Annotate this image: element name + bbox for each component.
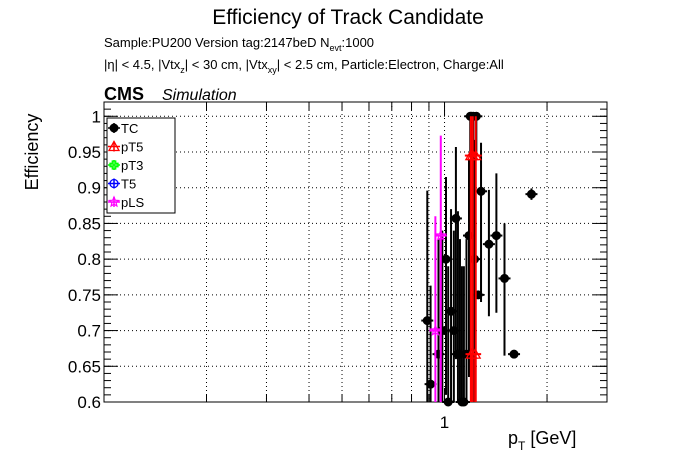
data-point-tc <box>457 266 470 407</box>
legend: TC pT5 pT3 T5 pLS <box>106 117 176 214</box>
y-tick-label: 0.8 <box>77 250 101 269</box>
legend-label: pT3 <box>121 158 143 173</box>
data-point-tc <box>508 349 521 359</box>
legend-marker-tc <box>109 123 119 133</box>
data-point-pls <box>429 216 442 402</box>
marker-tc <box>441 254 451 264</box>
data-point-tc <box>482 189 495 317</box>
legend-marker-pt3 <box>109 160 119 170</box>
x-axis-label: pT [GeV] <box>508 428 576 453</box>
marker-pls <box>434 229 447 241</box>
sample-info-count: :1000 <box>342 35 375 50</box>
data-point-pls <box>434 135 447 402</box>
legend-label: pT5 <box>121 140 143 155</box>
marker-tc <box>476 186 486 196</box>
y-tick-label: 0.6 <box>77 393 101 412</box>
y-tick-label: 0.85 <box>68 214 101 233</box>
legend-label: TC <box>121 121 138 136</box>
y-tick-label: 0.65 <box>68 357 101 376</box>
legend-marker-pls <box>107 195 121 208</box>
cms-label: CMS <box>104 84 144 104</box>
legend-marker-pt5 <box>107 140 121 152</box>
marker-tc <box>509 349 519 359</box>
simulation-label: Simulation <box>162 87 237 104</box>
data-point-tc <box>475 142 488 302</box>
marker-tc <box>499 273 509 283</box>
data-point-tc <box>525 188 538 200</box>
cuts-vtxz: | < 30 cm, |Vtx <box>185 57 268 72</box>
selection-cuts: |η| < 4.5, |Vtxz| < 30 cm, |Vtxxy| < 2.5… <box>104 57 504 75</box>
chart-title: Efficiency of Track Candidate <box>212 6 484 29</box>
x-axis-label-unit: [GeV] <box>525 428 576 448</box>
marker-tc <box>491 231 501 241</box>
data-point-tc <box>490 173 503 313</box>
x-axis-label-p: p <box>508 428 518 448</box>
marker-tc <box>484 239 494 249</box>
sample-info: Sample:PU200 Version tag:2147beD Nevt:10… <box>104 35 374 53</box>
cuts-sub-xy: xy <box>268 65 278 75</box>
x-tick-label: 1 <box>440 413 449 432</box>
x-axis-label-sub: T <box>518 439 526 453</box>
marker-tc <box>526 189 536 199</box>
marker-tc <box>426 379 436 389</box>
legend-entry-tc: TC <box>108 121 138 136</box>
legend-entry-t5: T5 <box>108 177 136 192</box>
marker-pt5 <box>469 347 482 359</box>
axes: 0.6 0.65 0.7 0.75 0.8 0.85 0.9 0.95 1 1 <box>68 101 608 432</box>
data-point-tc <box>439 177 452 395</box>
legend-marker-t5 <box>109 178 119 189</box>
y-tick-label: 0.75 <box>68 286 101 305</box>
sample-info-text: Sample:PU200 Version tag:2147beD N <box>104 35 329 50</box>
legend-label: pLS <box>121 195 144 210</box>
y-tick-label: 0.95 <box>68 143 101 162</box>
y-axis-label: Efficiency <box>22 114 42 191</box>
sample-info-sub: evt <box>329 43 342 53</box>
legend-entry-pt5: pT5 <box>107 140 143 155</box>
cuts-sub-z: z <box>180 65 185 75</box>
cuts-eta: |η| < 4.5, |Vtx <box>104 57 181 72</box>
y-tick-label: 0.7 <box>77 322 101 341</box>
y-tick-label: 1 <box>92 107 101 126</box>
cuts-rest: | < 2.5 cm, Particle:Electron, Charge:Al… <box>277 57 504 72</box>
data-point-tc <box>498 223 511 356</box>
marker-pls <box>429 324 442 336</box>
data-point-pt5 <box>469 347 482 402</box>
marker-pt5 <box>469 149 482 161</box>
legend-entry-pls: pLS <box>107 195 144 210</box>
legend-entry-pt3: pT3 <box>108 158 143 173</box>
legend-label: T5 <box>121 177 136 192</box>
data-point-tc <box>449 147 462 360</box>
data-marks <box>421 111 538 407</box>
y-tick-label: 0.9 <box>77 179 101 198</box>
